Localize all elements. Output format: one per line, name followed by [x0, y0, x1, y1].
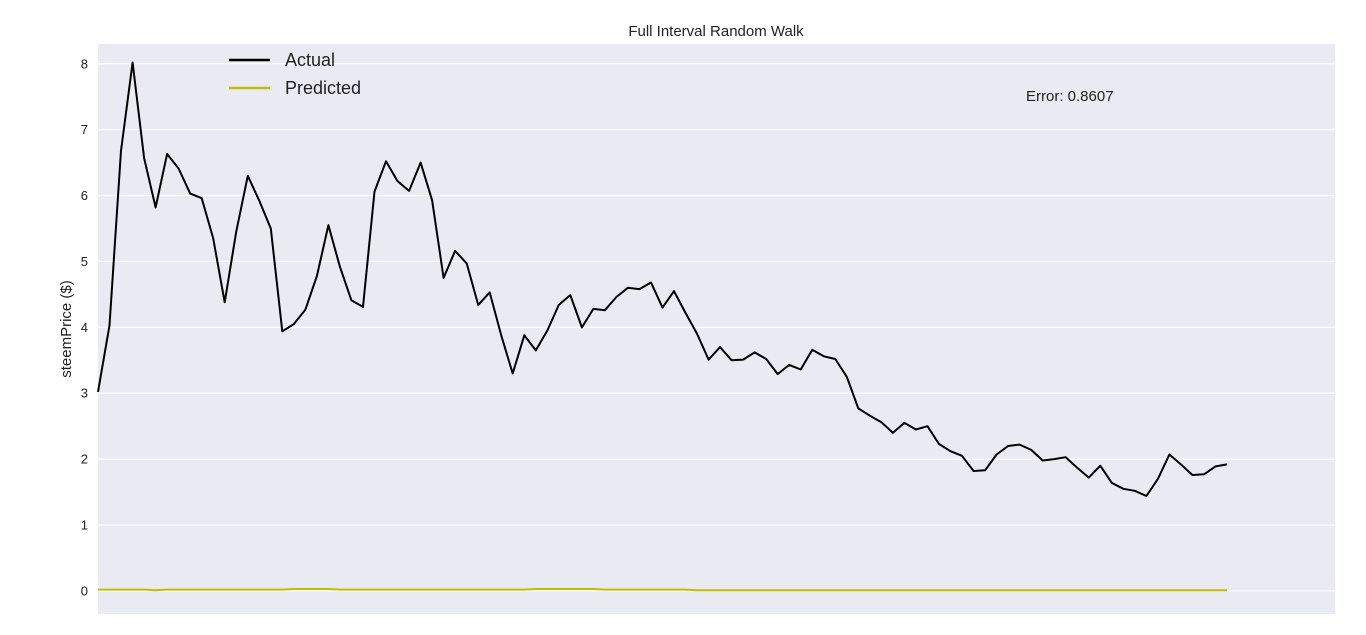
series-lines	[97, 61, 1228, 592]
y-tick-label: 0	[81, 583, 88, 598]
y-tick-label: 7	[81, 122, 88, 137]
series-line-predicted	[98, 588, 1227, 592]
y-axis-label: steemPrice ($)	[58, 280, 75, 378]
y-tick-label: 2	[81, 452, 88, 467]
y-tick-label: 4	[81, 320, 88, 335]
y-tick-label: 6	[81, 188, 88, 203]
y-tick-label: 3	[81, 386, 88, 401]
legend: Actual Predicted	[229, 50, 361, 98]
gridlines	[98, 63, 1335, 592]
chart-title: Full Interval Random Walk	[628, 23, 804, 40]
y-tick-label: 1	[81, 518, 88, 533]
series-line-actual	[97, 61, 1228, 497]
error-annotation: Error: 0.8607	[1026, 88, 1114, 105]
plot-area	[98, 44, 1335, 614]
y-tick-label: 8	[81, 56, 88, 71]
y-tick-label: 5	[81, 254, 88, 269]
legend-label-predicted: Predicted	[285, 78, 361, 98]
legend-label-actual: Actual	[285, 50, 335, 70]
y-tick-labels: 0 1 2 3 4 5 6 7 8	[81, 56, 88, 598]
